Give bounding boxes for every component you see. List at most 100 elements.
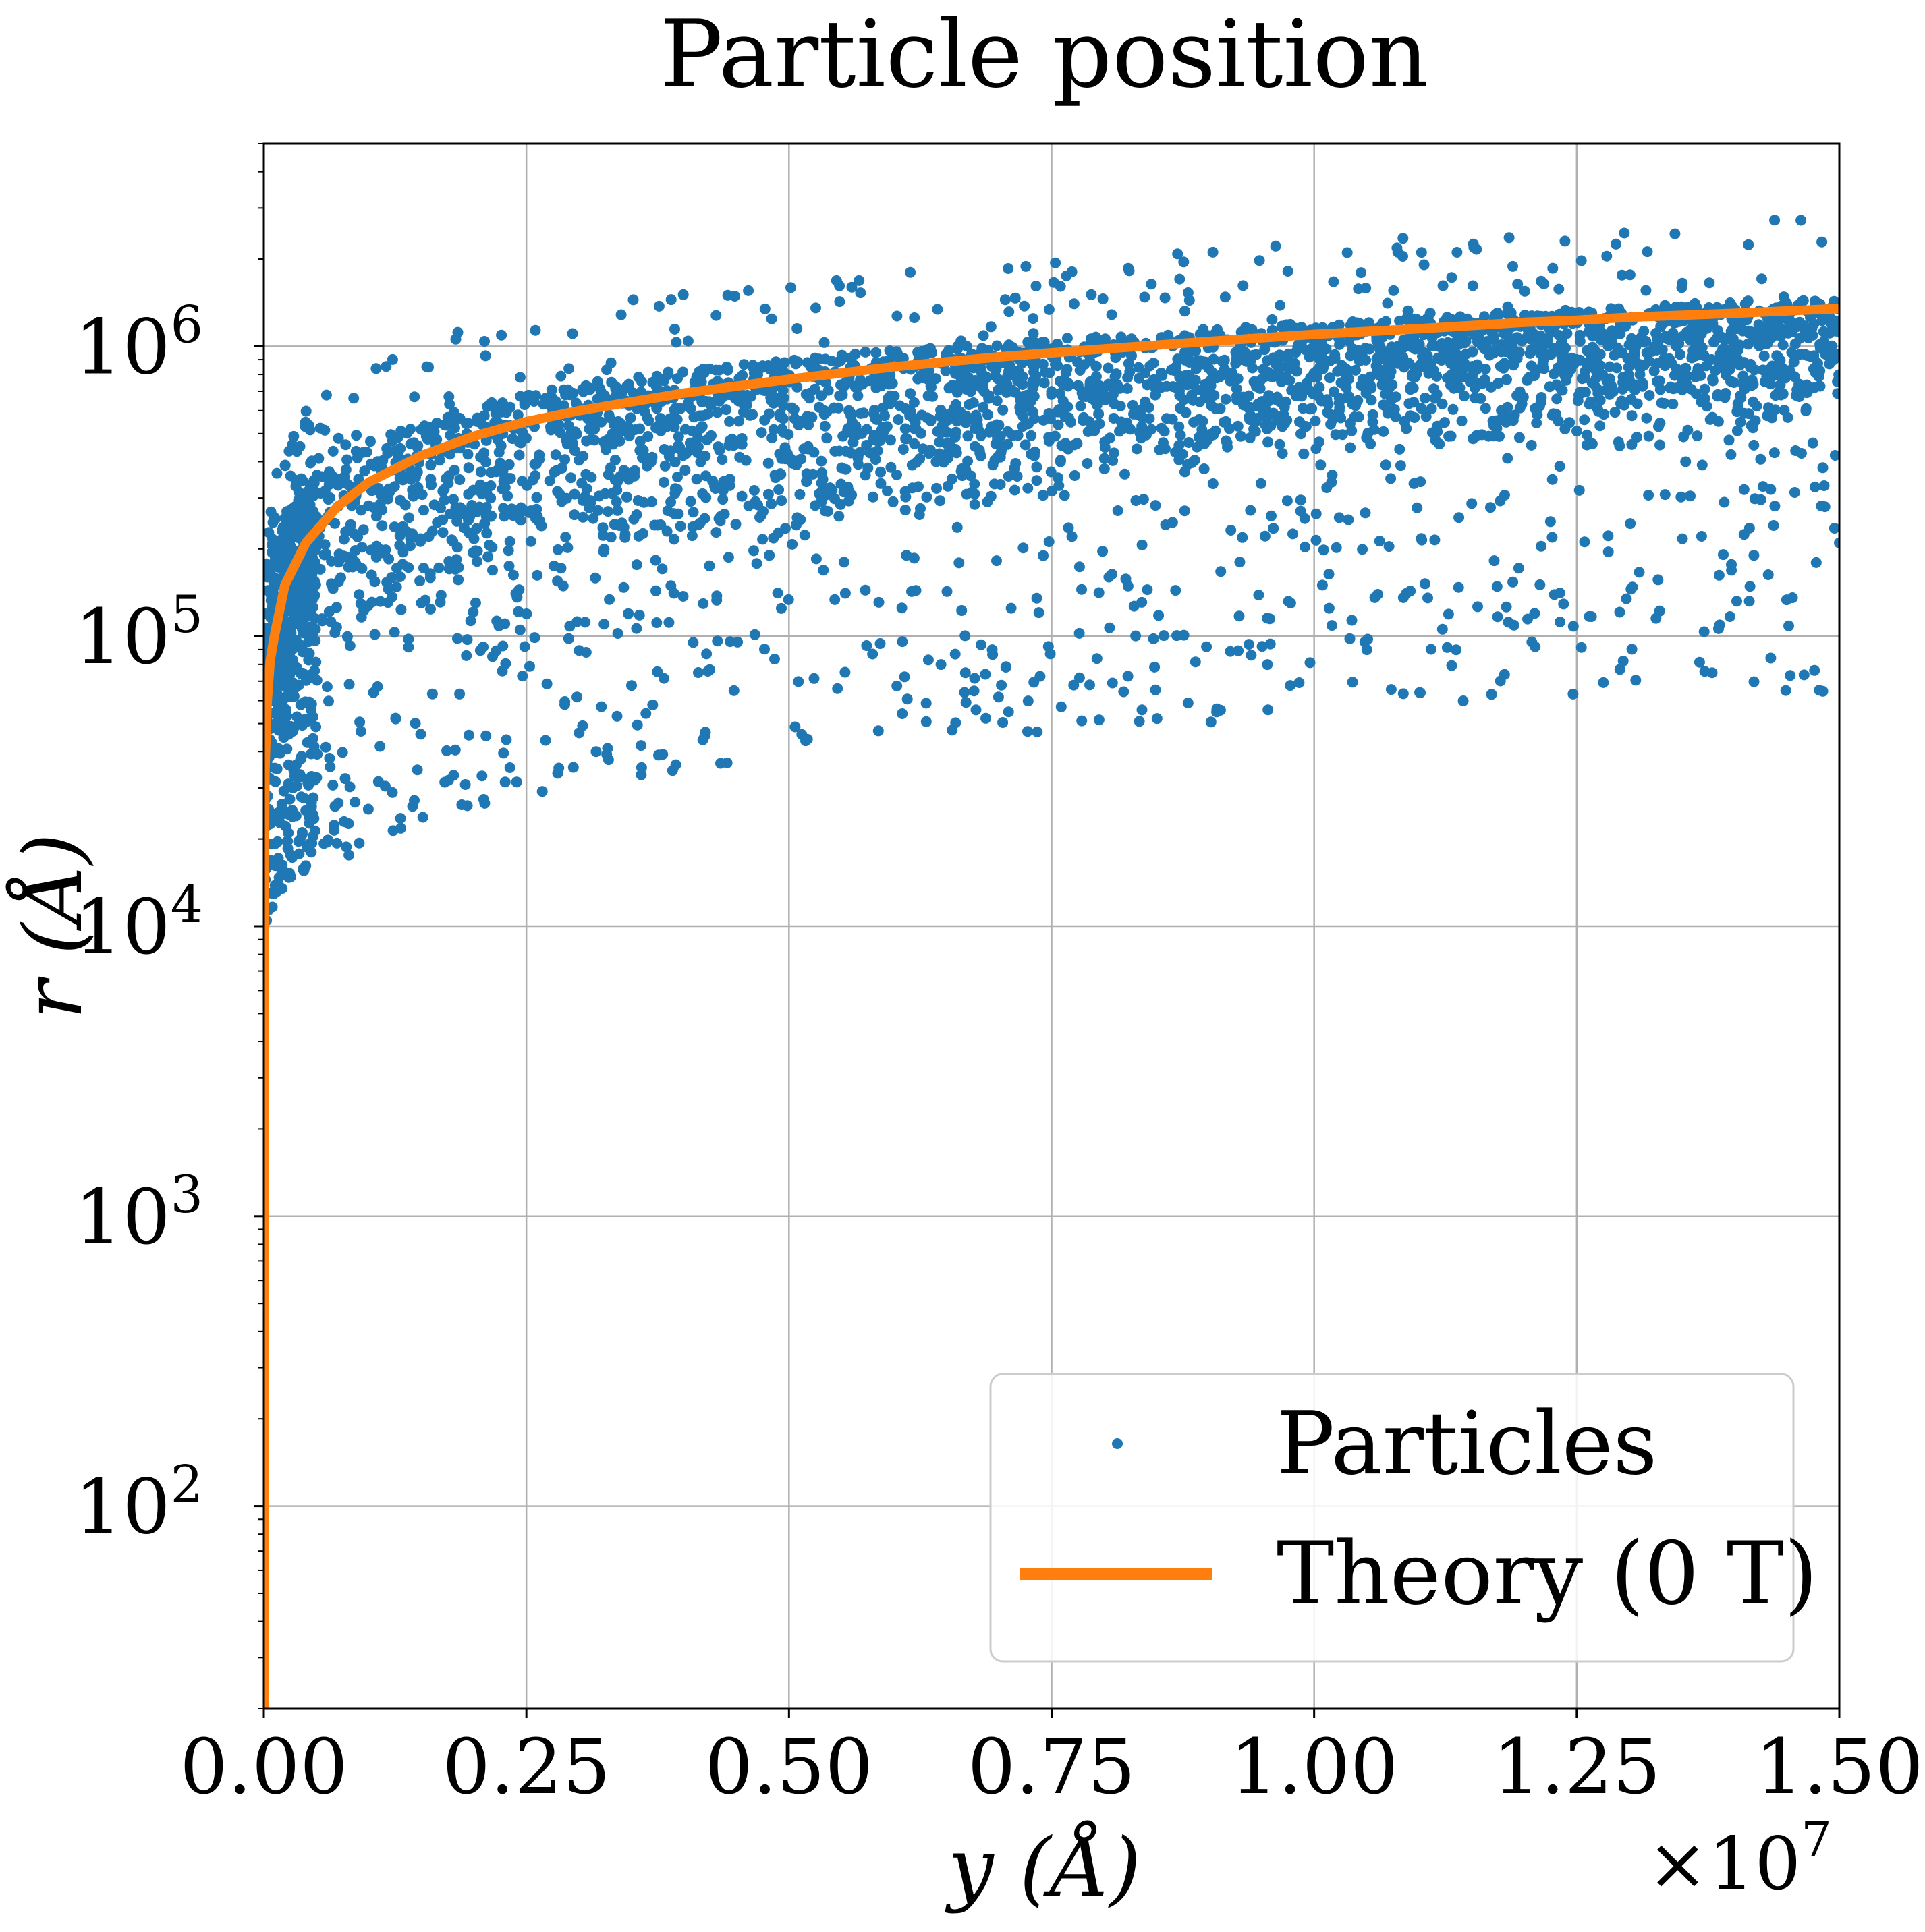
particle-point [650,555,661,566]
particle-point [906,586,917,597]
particle-point [1824,349,1836,360]
particle-point [1274,438,1285,450]
particle-point [976,639,986,650]
particle-point [1699,393,1710,404]
y-tick-label-exponent: 6 [171,294,203,354]
particle-point [1292,341,1304,353]
particle-point [424,572,436,584]
particle-point [1499,414,1510,425]
particle-point [580,617,591,628]
particle-point [320,741,331,753]
particle-point [443,471,455,482]
particle-point [875,478,887,489]
particle-point [1440,340,1451,351]
particle-point [1015,376,1027,388]
particle-point [499,511,510,522]
particle-point [517,671,528,682]
particle-point [704,560,715,571]
particle-point [1115,401,1126,411]
particle-point [1343,391,1354,402]
particle-point [1047,485,1057,496]
particle-point [1344,633,1356,644]
particle-point [449,422,460,434]
particle-point [1607,386,1619,397]
particle-point [1754,340,1765,351]
particle-point [1357,544,1368,555]
particle-point [368,502,380,513]
particle-point [1237,280,1249,291]
particle-point [1296,391,1308,402]
particle-point [1061,364,1073,375]
particle-point [1795,448,1807,459]
particle-point [1580,372,1591,384]
particle-point [272,836,283,847]
particle-point [659,460,671,472]
particle-point [1022,726,1033,737]
particle-point [1832,388,1839,399]
particle-point [339,773,351,785]
particle-point [577,384,588,395]
particle-point [303,636,314,648]
particle-point [1579,414,1590,426]
particle-point [665,445,676,457]
particle-point [1142,584,1153,596]
particle-point [284,793,296,805]
particle-point [899,486,911,497]
particle-point [517,426,528,438]
particle-point [685,496,696,507]
particle-point [1755,494,1766,505]
particle-point [338,816,350,827]
particle-point [437,486,449,497]
particle-point [1810,557,1822,568]
particle-point [1818,326,1829,337]
particle-point [1100,394,1111,405]
particle-point [1609,407,1621,418]
particle-point [405,424,416,435]
particle-point [1830,315,1839,326]
particle-point [730,519,742,530]
particle-point [1179,466,1190,478]
particle-point [1003,706,1014,718]
particle-point [1443,608,1454,620]
particle-point [1150,378,1162,389]
particle-point [1451,644,1462,656]
particle-point [717,391,729,403]
particle-point [370,363,382,374]
particle-point [934,495,946,507]
particle-point [1071,438,1083,449]
particle-point [597,522,609,534]
particle-point [846,281,858,293]
particle-point [355,726,366,737]
particle-point [1068,679,1080,691]
particle-point [291,446,302,457]
particle-point [860,346,871,358]
particle-point [1573,484,1585,496]
particle-point [1653,335,1665,346]
particle-point [1281,495,1293,507]
particle-point [1588,356,1599,368]
particle-point [449,744,461,756]
particle-point [1768,520,1779,531]
particle-point [621,491,632,503]
particle-point [350,445,362,457]
particle-point [426,688,438,700]
particle-point [1037,490,1049,501]
particle-point [569,509,580,521]
particle-point [1078,411,1090,423]
particle-point [1514,386,1526,397]
particle-point [1686,352,1698,364]
particle-point [1031,461,1042,473]
particle-point [991,340,1003,351]
particle-point [1526,636,1538,648]
particle-point [487,565,498,576]
particle-point [1585,396,1596,407]
particle-point [1824,358,1835,370]
particle-point [1066,266,1078,277]
particle-point [1277,448,1288,459]
particle-point [634,423,646,434]
particle-point [271,681,282,692]
particle-point [1327,470,1338,481]
y-tick-label: 102 [74,1454,203,1552]
particle-point [480,350,491,362]
particle-point [1640,335,1652,347]
